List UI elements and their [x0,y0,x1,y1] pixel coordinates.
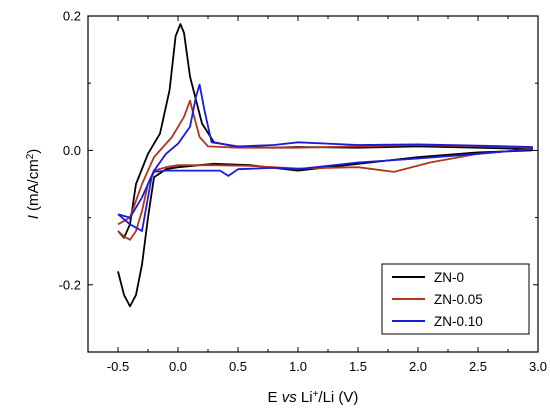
y-axis-title-part: ) [25,149,42,154]
x-axis-title-italic: vs [282,389,298,406]
y-axis-title-part: (mA/cm [25,159,42,215]
x-tick-label: -0.5 [107,359,129,374]
plot-frame [87,15,539,353]
x-axis-title-part: /Li (V) [318,389,358,406]
legend: ZN-0 ZN-0.05 ZN-0.10 [381,263,530,335]
legend-label: ZN-0 [434,270,464,285]
y-axis-title-superscript: 2 [25,153,36,159]
series-layer [117,23,533,308]
x-axis-title: E vs Li+/Li (V) [268,389,359,407]
x-axis-title-superscript: + [313,389,319,400]
y-axis-title-italic: I [25,215,42,219]
x-axis-title-part: E [268,389,282,406]
y-axis-title: I (mA/cm2) [25,149,43,220]
y-tick-label: 0.0 [63,143,81,158]
series-line-2 [117,83,533,232]
x-tick-label: 0.0 [169,359,187,374]
x-tick-label: 1.0 [289,359,307,374]
x-axis-title-part: Li [297,389,313,406]
legend-label: ZN-0.05 [434,292,483,307]
x-tick-label: 2.5 [469,359,487,374]
series-line-0 [117,23,533,308]
y-tick-label: -0.2 [59,277,81,292]
x-tick-label: 0.5 [229,359,247,374]
y-tick-label: 0.2 [63,9,81,24]
x-tick-label: 1.5 [349,359,367,374]
tick-label-layer: -0.5 0.0 0.5 1.0 1.5 2.0 2.5 3.0 -0.2 0.0 0.2 [59,9,547,375]
tick-layer [87,15,539,353]
legend-label: ZN-0.10 [434,314,483,329]
x-tick-label: 3.0 [529,359,547,374]
x-tick-label: 2.0 [409,359,427,374]
